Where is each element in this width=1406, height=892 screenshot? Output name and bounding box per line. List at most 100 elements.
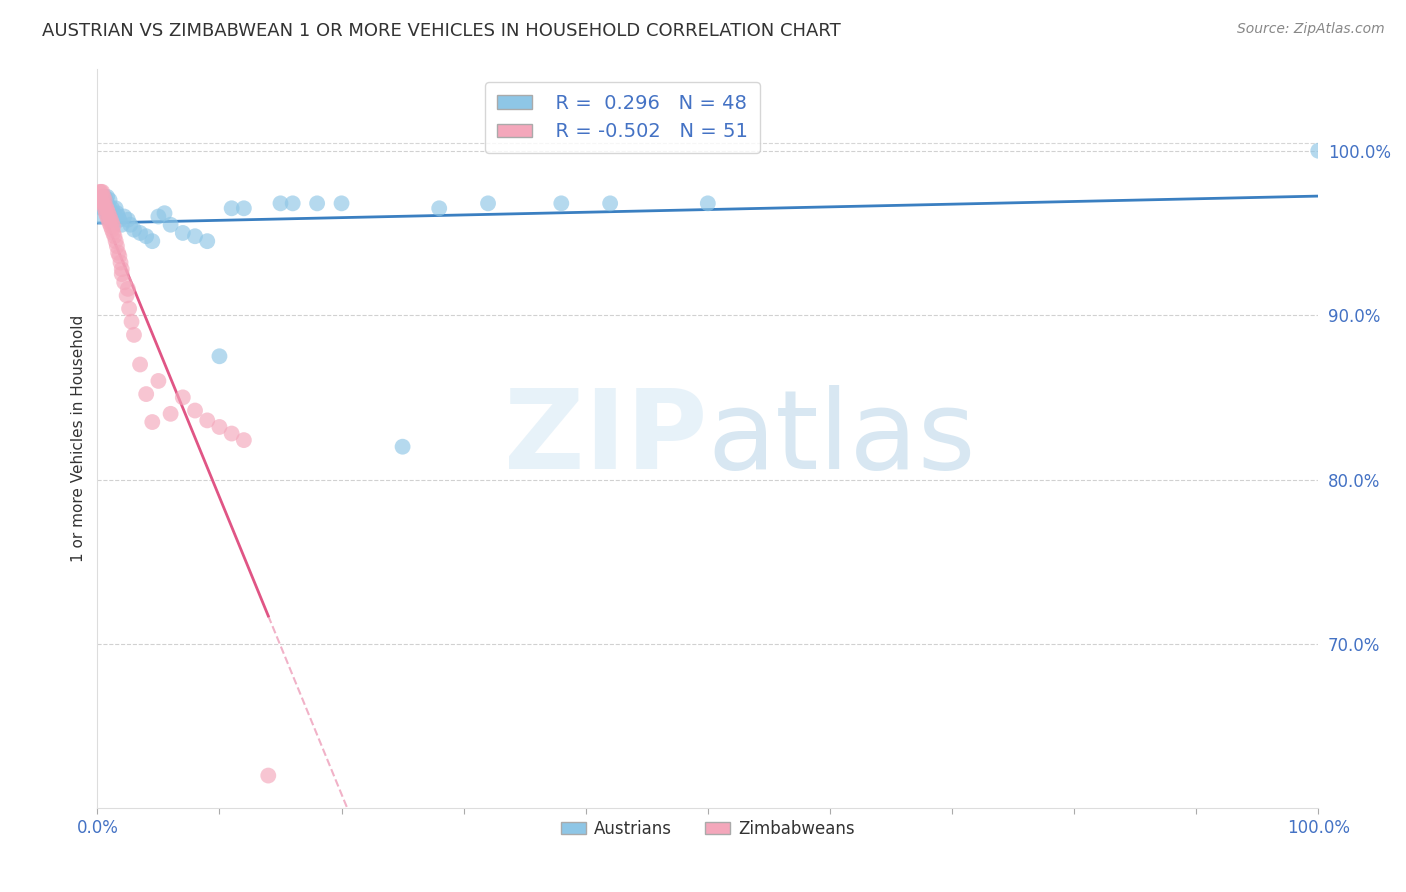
Point — [115, 288, 138, 302]
Point — [550, 196, 572, 211]
Point — [98, 216, 121, 230]
Point — [98, 193, 121, 207]
Point — [117, 282, 139, 296]
Point — [129, 358, 152, 372]
Point — [91, 190, 114, 204]
Point — [98, 210, 121, 224]
Point — [221, 202, 243, 216]
Point — [477, 196, 499, 211]
Point — [105, 206, 128, 220]
Point — [91, 185, 114, 199]
Point — [141, 415, 163, 429]
Point — [103, 226, 125, 240]
Point — [117, 212, 139, 227]
Point — [232, 202, 254, 216]
Point — [103, 210, 125, 224]
Point — [696, 196, 718, 211]
Point — [93, 202, 115, 216]
Point — [111, 218, 134, 232]
Point — [427, 202, 450, 216]
Point — [111, 267, 134, 281]
Point — [107, 210, 129, 224]
Point — [112, 275, 135, 289]
Y-axis label: 1 or more Vehicles in Household: 1 or more Vehicles in Household — [72, 315, 86, 562]
Point — [108, 212, 131, 227]
Point — [96, 202, 118, 217]
Point — [103, 229, 125, 244]
Point — [93, 193, 115, 207]
Point — [93, 193, 115, 207]
Point — [107, 245, 129, 260]
Point — [172, 390, 194, 404]
Point — [159, 407, 181, 421]
Point — [90, 210, 112, 224]
Point — [184, 403, 207, 417]
Point — [269, 196, 291, 211]
Point — [148, 374, 170, 388]
Text: ZIP: ZIP — [505, 385, 707, 492]
Point — [100, 212, 122, 227]
Point — [108, 249, 131, 263]
Point — [100, 219, 122, 234]
Point — [101, 222, 124, 236]
Point — [153, 206, 176, 220]
Point — [96, 196, 118, 211]
Point — [93, 190, 115, 204]
Point — [330, 196, 353, 211]
Point — [91, 202, 114, 216]
Point — [96, 210, 118, 224]
Point — [118, 301, 141, 316]
Point — [94, 206, 117, 220]
Point — [100, 212, 122, 227]
Point — [96, 190, 118, 204]
Point — [103, 219, 125, 234]
Point — [281, 196, 304, 211]
Point — [110, 255, 132, 269]
Point — [104, 202, 127, 216]
Point — [208, 420, 231, 434]
Point — [93, 196, 115, 211]
Point — [135, 387, 157, 401]
Text: Source: ZipAtlas.com: Source: ZipAtlas.com — [1237, 22, 1385, 37]
Point — [103, 206, 125, 220]
Point — [221, 426, 243, 441]
Point — [172, 226, 194, 240]
Point — [97, 210, 120, 224]
Point — [121, 315, 143, 329]
Point — [94, 202, 117, 216]
Point — [391, 440, 413, 454]
Point — [141, 234, 163, 248]
Point — [135, 229, 157, 244]
Point — [195, 234, 218, 248]
Text: atlas: atlas — [707, 385, 976, 492]
Point — [599, 196, 621, 211]
Point — [90, 185, 112, 199]
Point — [91, 196, 114, 211]
Text: AUSTRIAN VS ZIMBABWEAN 1 OR MORE VEHICLES IN HOUSEHOLD CORRELATION CHART: AUSTRIAN VS ZIMBABWEAN 1 OR MORE VEHICLE… — [42, 22, 841, 40]
Point — [97, 212, 120, 227]
Point — [112, 210, 135, 224]
Point — [307, 196, 329, 211]
Point — [195, 413, 218, 427]
Point — [120, 218, 142, 232]
Point — [111, 262, 134, 277]
Point — [93, 196, 115, 211]
Point — [1308, 144, 1330, 158]
Point — [93, 190, 115, 204]
Point — [122, 222, 145, 236]
Point — [97, 206, 120, 220]
Point — [94, 200, 117, 214]
Point — [184, 229, 207, 244]
Point — [208, 349, 231, 363]
Point — [101, 202, 124, 216]
Point — [257, 768, 280, 782]
Point — [129, 226, 152, 240]
Point — [94, 193, 117, 207]
Point — [98, 202, 121, 216]
Point — [122, 327, 145, 342]
Legend: Austrians, Zimbabweans: Austrians, Zimbabweans — [554, 814, 862, 845]
Point — [89, 185, 111, 199]
Point — [101, 216, 124, 230]
Point — [105, 239, 128, 253]
Point — [89, 193, 111, 207]
